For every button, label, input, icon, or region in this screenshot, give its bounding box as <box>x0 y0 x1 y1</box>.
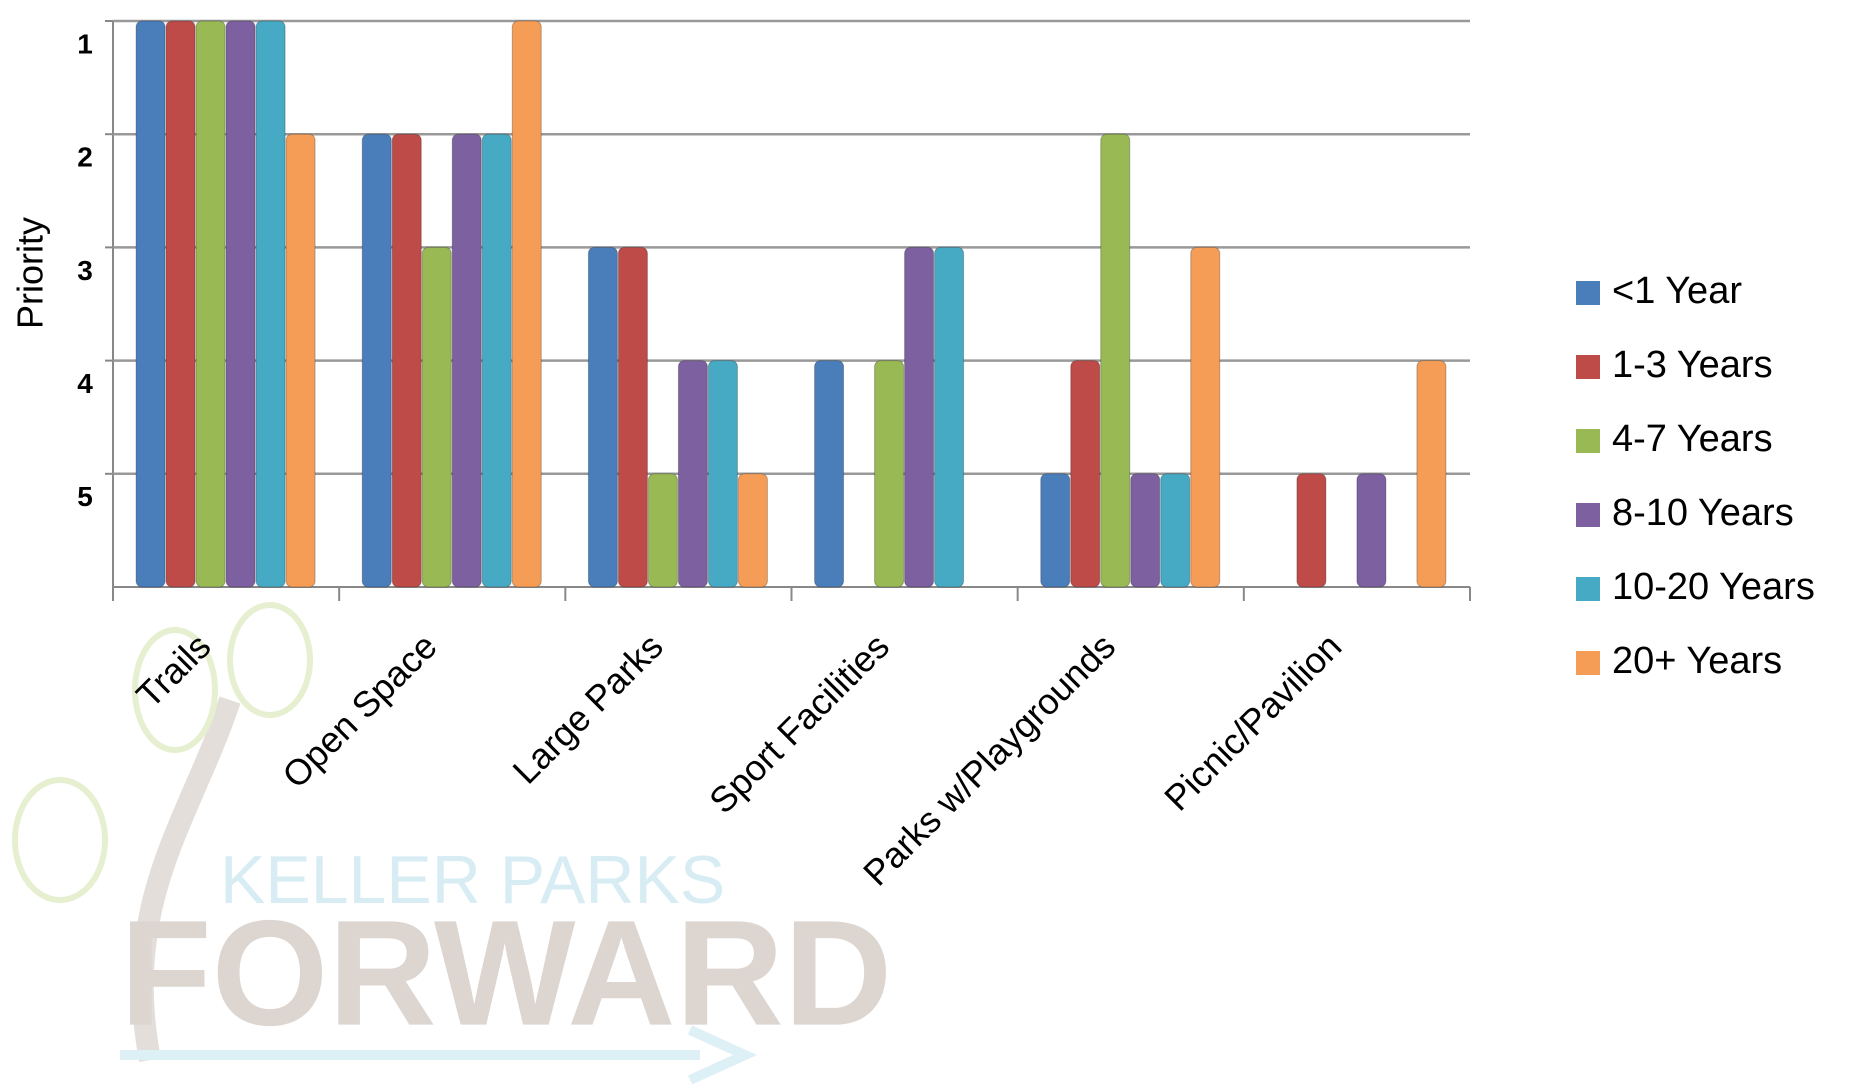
x-tick-label: Open Space <box>274 625 445 796</box>
bar <box>481 133 512 588</box>
legend-label: 4-7 Years <box>1612 418 1773 460</box>
watermark-text: KELLER PARKS <box>220 842 725 918</box>
legend-swatch <box>1576 429 1600 453</box>
bar <box>707 360 738 588</box>
legend-swatch <box>1576 577 1600 601</box>
legend-label: 20+ Years <box>1612 640 1782 682</box>
x-tick-label: Trails <box>128 625 218 715</box>
bar <box>285 133 316 588</box>
y-tick-label: 1 <box>77 28 93 59</box>
bar <box>904 246 935 588</box>
bar <box>165 20 196 588</box>
bar <box>677 360 708 588</box>
x-tick-label: Sport Facilities <box>701 625 897 821</box>
legend-label: <1 Year <box>1612 270 1742 312</box>
bar <box>391 133 422 588</box>
watermark: KELLER PARKS FORWARD <box>12 602 892 1085</box>
bar <box>617 246 648 588</box>
bar <box>1356 473 1387 588</box>
bar <box>1070 360 1101 588</box>
watermark-leaf <box>12 777 108 903</box>
watermark-text: FORWARD <box>120 889 892 1057</box>
bar <box>511 20 542 588</box>
bar <box>1130 473 1161 588</box>
legend-swatch <box>1576 651 1600 675</box>
bar <box>1416 360 1447 588</box>
bar <box>737 473 768 588</box>
bar <box>195 20 226 588</box>
y-tick-label: 4 <box>77 368 93 399</box>
legend-label: 10-20 Years <box>1612 566 1815 608</box>
y-tick-label: 2 <box>77 142 93 173</box>
bar <box>934 246 965 588</box>
bar <box>225 20 256 588</box>
bar <box>587 246 618 588</box>
legend-label: 8-10 Years <box>1612 492 1794 534</box>
legend-swatch <box>1576 281 1600 305</box>
legend-label: 1-3 Years <box>1612 344 1773 386</box>
bar <box>421 246 452 588</box>
bar <box>135 20 166 588</box>
bar <box>255 20 286 588</box>
watermark-leaf <box>227 602 313 718</box>
watermark-arrow <box>120 1025 758 1085</box>
x-tick-label: Large Parks <box>505 625 671 791</box>
y-tick-label: 3 <box>77 255 93 286</box>
x-tick-label: Picnic/Pavilion <box>1156 625 1349 818</box>
bar <box>1100 133 1131 588</box>
bar <box>874 360 905 588</box>
bar <box>1040 473 1071 588</box>
y-tick-label: 5 <box>77 481 93 512</box>
bar <box>814 360 845 588</box>
watermark-trunk <box>131 696 241 1063</box>
x-tick-label: Parks w/Playgrounds <box>855 625 1123 893</box>
bar <box>1160 473 1191 588</box>
bar <box>647 473 678 588</box>
bar <box>361 133 392 588</box>
watermark-leaf <box>132 627 218 753</box>
legend-swatch <box>1576 503 1600 527</box>
y-axis-label: Priority <box>10 217 51 329</box>
legend-swatch <box>1576 355 1600 379</box>
bar <box>1296 473 1327 588</box>
bar <box>1190 246 1221 588</box>
bar <box>451 133 482 588</box>
